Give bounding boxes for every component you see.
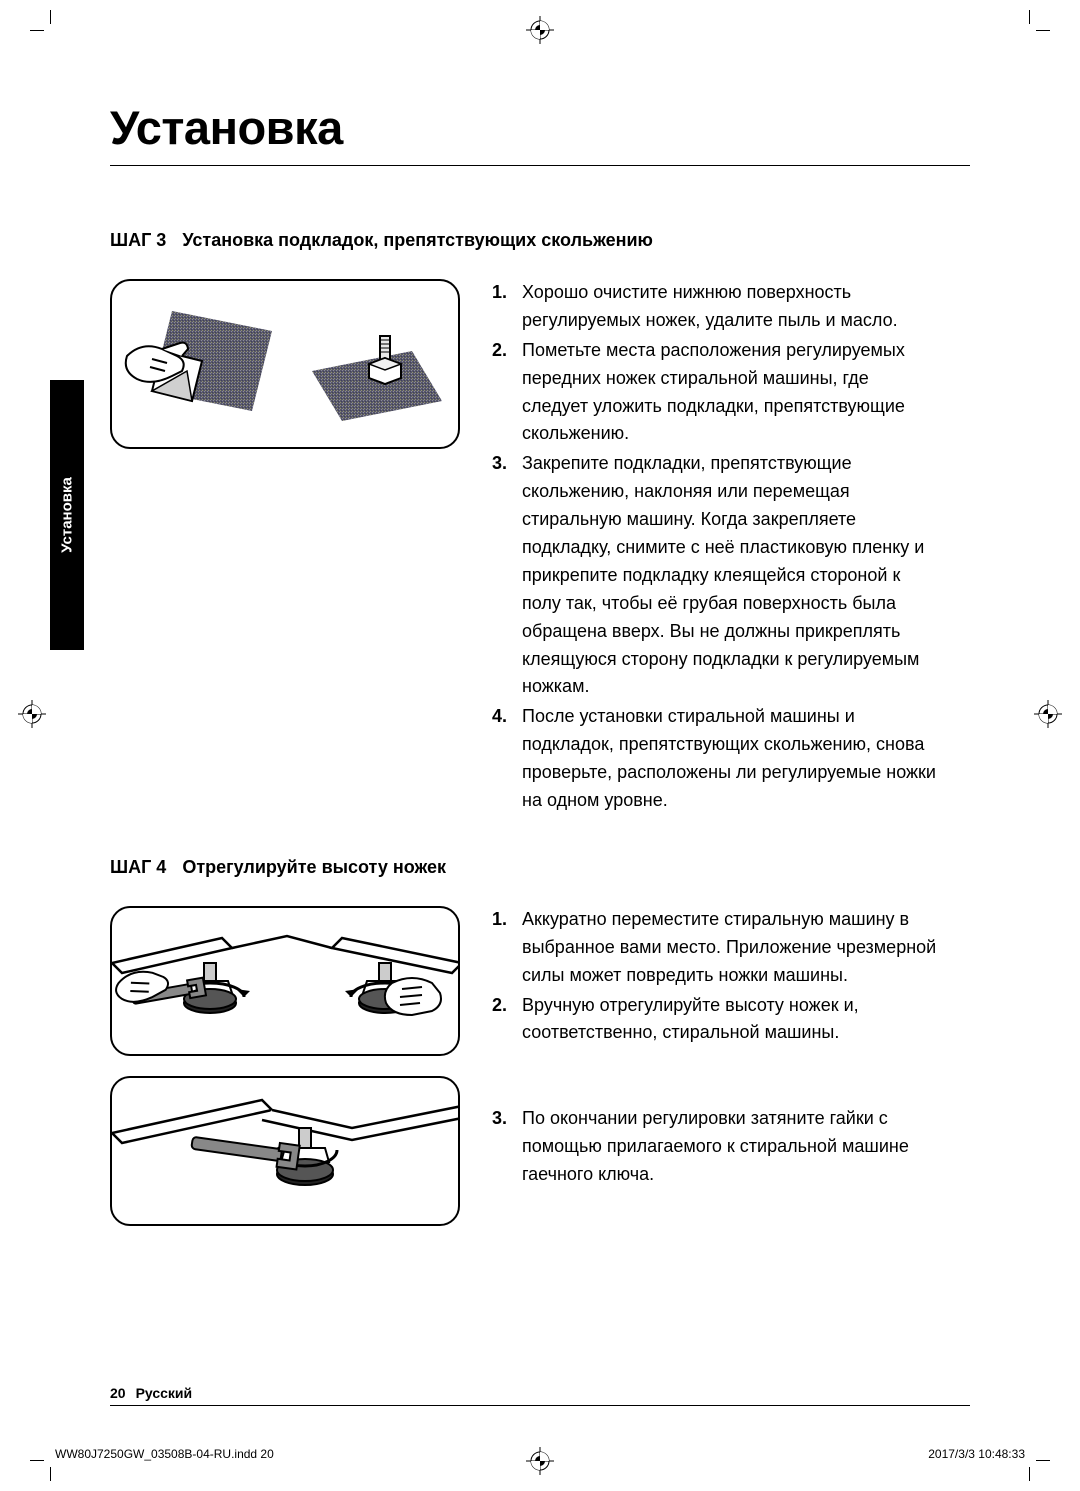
imprint: WW80J7250GW_03508B-04-RU.indd 20 2017/3/… <box>55 1447 1025 1461</box>
list-item: Закрепите подкладки, препятствующие скол… <box>492 450 937 701</box>
step4-label: ШАГ 4 <box>110 857 166 877</box>
page-number: 20 <box>110 1385 126 1401</box>
registration-mark-icon <box>526 16 554 44</box>
section-tab-label: Установка <box>59 477 76 553</box>
list-item: Вручную отрегулируйте высоту ножек и, со… <box>492 992 937 1048</box>
step3-heading: ШАГ 3 Установка подкладок, препятствующих… <box>110 230 970 251</box>
section-tab: Установка <box>50 380 84 650</box>
page-footer: 20 Русский <box>110 1385 970 1406</box>
list-item: После установки стиральной машины и подк… <box>492 703 937 815</box>
registration-mark-icon <box>1034 700 1062 728</box>
title-rule <box>110 165 970 166</box>
step3-list: Хорошо очистите нижнюю поверхность регул… <box>492 279 937 815</box>
step4-illustration-2 <box>110 1076 460 1226</box>
step3-illustration <box>110 279 460 449</box>
page-title: Установка <box>110 100 970 155</box>
list-item: Аккуратно переместите стиральную машину … <box>492 906 937 990</box>
step3-title: Установка подкладок, препятствующих скол… <box>182 230 653 250</box>
step4-title: Отрегулируйте высоту ножек <box>182 857 446 877</box>
step3-label: ШАГ 3 <box>110 230 166 250</box>
list-item: По окончании регулировки затяните гайки … <box>492 1105 937 1189</box>
list-item: Хорошо очистите нижнюю поверхность регул… <box>492 279 937 335</box>
step4-illustration-1 <box>110 906 460 1056</box>
step4-list-b: По окончании регулировки затяните гайки … <box>492 1105 937 1189</box>
footer-rule <box>110 1405 970 1406</box>
imprint-date: 2017/3/3 10:48:33 <box>928 1447 1025 1461</box>
step4-list-a: Аккуратно переместите стиральную машину … <box>492 906 937 1047</box>
registration-mark-icon <box>18 700 46 728</box>
imprint-file: WW80J7250GW_03508B-04-RU.indd 20 <box>55 1447 274 1461</box>
list-item: Пометьте места расположения регулируемых… <box>492 337 937 449</box>
page-language: Русский <box>136 1385 193 1401</box>
step4-heading: ШАГ 4 Отрегулируйте высоту ножек <box>110 857 970 878</box>
